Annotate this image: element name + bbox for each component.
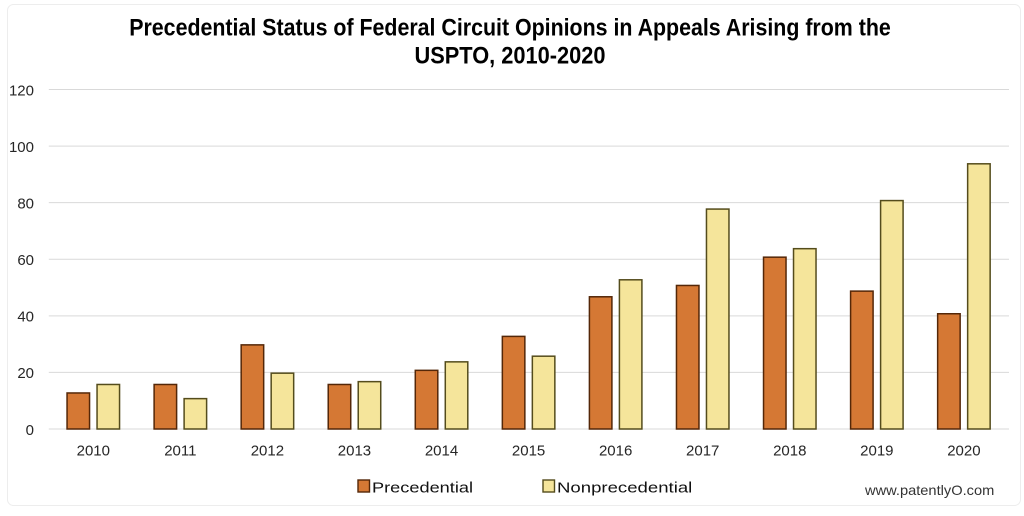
svg-text:2012: 2012	[251, 442, 284, 459]
svg-text:2014: 2014	[425, 442, 458, 459]
svg-text:2018: 2018	[773, 442, 806, 459]
svg-text:80: 80	[17, 195, 34, 212]
svg-text:120: 120	[9, 82, 34, 99]
svg-text:2015: 2015	[512, 442, 545, 459]
svg-text:0: 0	[26, 422, 34, 439]
svg-text:USPTO, 2010-2020: USPTO, 2010-2020	[415, 42, 606, 69]
svg-text:100: 100	[9, 139, 34, 156]
svg-text:2019: 2019	[860, 442, 893, 459]
svg-text:2020: 2020	[947, 442, 980, 459]
svg-text:2011: 2011	[164, 442, 196, 459]
svg-text:Precedential: Precedential	[372, 479, 473, 496]
svg-text:www.patentlyO.com: www.patentlyO.com	[864, 482, 994, 498]
svg-text:40: 40	[17, 309, 34, 326]
svg-text:Precedential Status of Federal: Precedential Status of Federal Circuit O…	[129, 14, 891, 41]
svg-text:60: 60	[17, 252, 34, 269]
svg-text:Nonprecedential: Nonprecedential	[557, 479, 692, 496]
svg-text:2016: 2016	[599, 442, 632, 459]
svg-text:2013: 2013	[338, 442, 371, 459]
svg-text:2010: 2010	[77, 442, 110, 459]
svg-text:20: 20	[17, 365, 34, 382]
svg-text:2017: 2017	[686, 442, 719, 459]
